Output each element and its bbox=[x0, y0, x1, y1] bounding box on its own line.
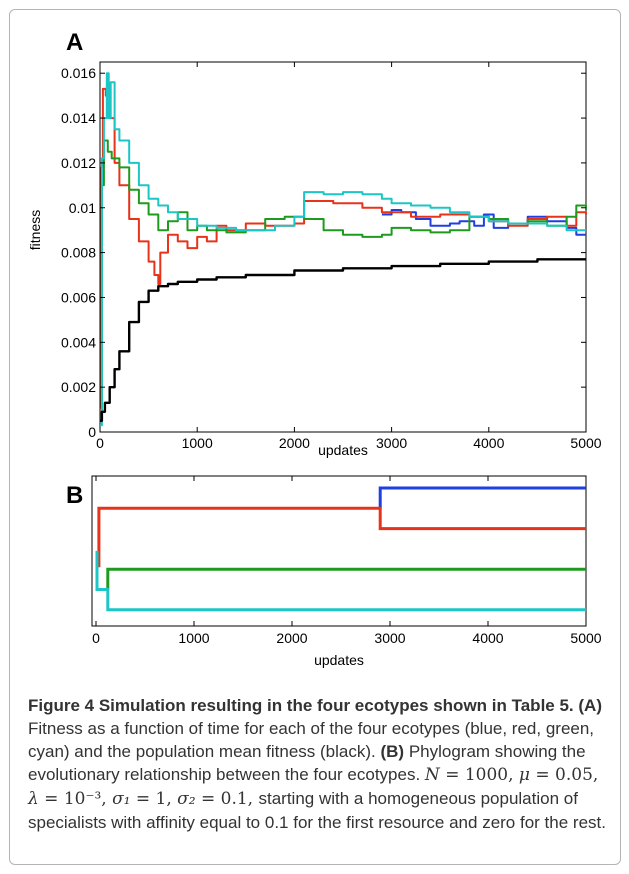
panel-a-axes-box bbox=[99, 61, 587, 433]
param-mu-value: = 0.05, bbox=[529, 765, 599, 785]
series-line-green bbox=[100, 139, 587, 422]
x-tick-label: 0 bbox=[96, 435, 104, 451]
branch-blue bbox=[378, 486, 586, 509]
caption-b-text: Phylogram showing the evolutionary relat… bbox=[28, 742, 586, 784]
param-n-symbol: N bbox=[424, 765, 440, 785]
b-x-tick-label: 1000 bbox=[178, 630, 209, 646]
x-tick-label: 4000 bbox=[473, 435, 504, 451]
panel-a-x-axis-label: updates bbox=[318, 442, 368, 458]
x-tick-label: 5000 bbox=[570, 435, 601, 451]
caption-tail: starting with a homogeneous population o… bbox=[28, 789, 606, 832]
figure-caption: Figure 4 Simulation resulting in the fou… bbox=[28, 694, 613, 834]
param-lambda-symbol: λ bbox=[28, 789, 39, 809]
param-sigma2-symbol: σ₂ bbox=[177, 789, 196, 809]
param-lambda-value: = 10⁻³, bbox=[38, 789, 113, 809]
panel-b-plot: 0 1000 2000 3000 4000 5000 updates bbox=[91, 475, 602, 668]
param-sigma1-value: = 1, bbox=[130, 789, 178, 809]
y-tick-label: 0.012 bbox=[61, 155, 96, 171]
caption-a-marker: (A) bbox=[578, 696, 602, 715]
figure-chart: A B 0 1000 2000 3000 4000 5000 0 0.002 0.004 0.0… bbox=[27, 29, 602, 668]
panel-b-x-axis-label: updates bbox=[314, 652, 364, 668]
panel-b-label: B bbox=[66, 482, 83, 509]
series-line-red bbox=[100, 87, 587, 411]
y-tick-label: 0.016 bbox=[61, 65, 96, 81]
caption-b-marker: (B) bbox=[380, 742, 405, 761]
b-x-tick-label: 5000 bbox=[570, 630, 601, 646]
b-x-tick-label: 2000 bbox=[276, 630, 307, 646]
branch-red bbox=[97, 506, 586, 568]
caption-a-text: Fitness as a function of time for each o… bbox=[28, 719, 595, 761]
x-tick-label: 1000 bbox=[182, 435, 213, 451]
param-sigma2-value: = 0.1, bbox=[195, 789, 259, 809]
y-tick-label: 0 bbox=[88, 424, 96, 440]
y-tick-label: 0.002 bbox=[61, 379, 96, 395]
figure-frame bbox=[9, 9, 621, 865]
panel-a-y-axis-label: fitness bbox=[27, 210, 43, 250]
x-tick-label: 2000 bbox=[279, 435, 310, 451]
x-tick-label: 3000 bbox=[376, 435, 407, 451]
panel-a-plot: 0 1000 2000 3000 4000 5000 0 0.002 0.004 0.006 0.… bbox=[27, 61, 602, 458]
y-tick-label: 0.014 bbox=[61, 110, 96, 126]
param-n-value: = 1000, bbox=[439, 765, 519, 785]
b-x-tick-label: 4000 bbox=[472, 630, 503, 646]
param-mu-symbol: μ bbox=[518, 765, 530, 785]
param-sigma1-symbol: σ₁ bbox=[112, 789, 131, 809]
y-tick-label: 0.01 bbox=[69, 200, 96, 216]
panel-a-label: A bbox=[66, 29, 83, 56]
b-x-tick-label: 0 bbox=[92, 630, 100, 646]
caption-title: Figure 4 Simulation resulting in the fou… bbox=[28, 696, 574, 715]
branch-green bbox=[106, 567, 586, 590]
y-tick-label: 0.006 bbox=[61, 289, 96, 305]
y-tick-label: 0.008 bbox=[61, 245, 96, 261]
b-x-tick-label: 3000 bbox=[374, 630, 405, 646]
y-tick-label: 0.004 bbox=[61, 334, 96, 350]
series-line-cyan bbox=[100, 72, 586, 427]
panel-b-axes-box bbox=[91, 475, 587, 627]
series-line-mean bbox=[100, 258, 586, 422]
series-line-blue bbox=[381, 209, 586, 236]
branch-cyan bbox=[95, 550, 586, 612]
